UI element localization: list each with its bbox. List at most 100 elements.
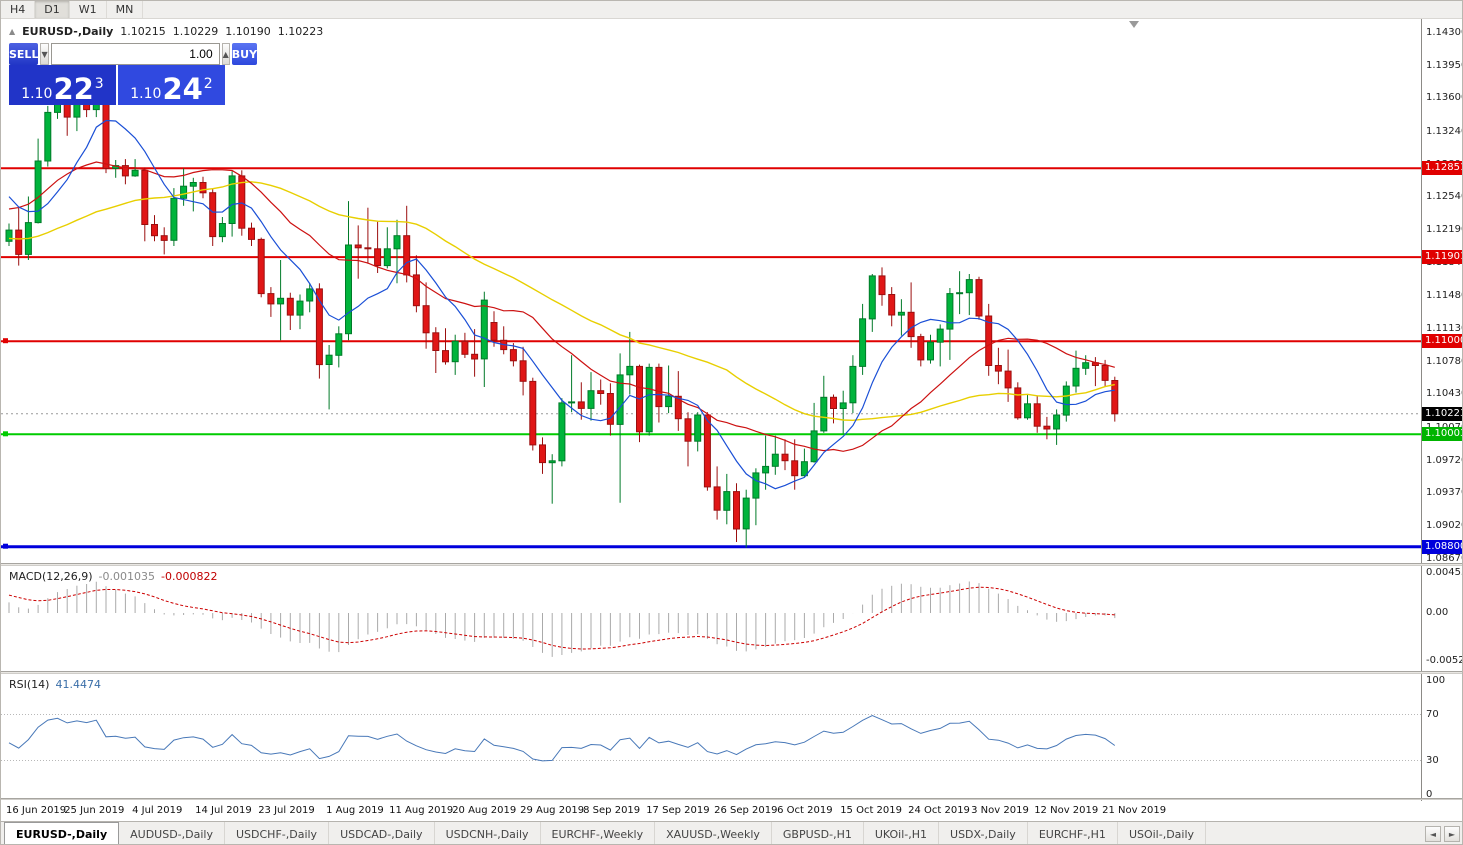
date-label: 12 Nov 2019 [1034,805,1099,816]
price-badge: 1.10003 [1422,427,1462,442]
ohlc-open: 1.10215 [120,25,166,38]
macd-indicator-canvas[interactable] [1,566,1421,671]
price-tick: 1.10430 [1426,388,1462,400]
chart-tab[interactable]: USDCNH-,Daily [435,822,541,844]
buy-price-point: 2 [203,76,213,92]
rsi-panel-splitter[interactable] [1,671,1462,674]
rsi-indicator-canvas[interactable] [1,674,1421,799]
macd-axis-label: 0.004536 [1426,567,1462,578]
sell-price-point: 3 [94,76,104,92]
date-label: 8 Sep 2019 [583,805,641,816]
timeframe-button-d1[interactable]: D1 [35,1,70,18]
chart-shift-marker-icon[interactable] [1129,21,1139,28]
sell-price-button[interactable]: 1.10 22 3 [9,65,116,105]
price-tick: 1.09020 [1426,520,1462,532]
date-label: 25 Jun 2019 [64,805,125,816]
rsi-name: RSI(14) [9,678,50,691]
macd-name: MACD(12,26,9) [9,570,93,583]
date-label: 15 Oct 2019 [840,805,903,816]
macd-panel-splitter[interactable] [1,563,1462,566]
ohlc-low: 1.10190 [225,25,271,38]
date-label: 6 Oct 2019 [777,805,833,816]
timeframe-button-mn[interactable]: MN [107,1,144,18]
rsi-value: 41.4474 [55,678,101,691]
price-tick: 1.11480 [1426,290,1462,302]
chart-tab[interactable]: USDCHF-,Daily [225,822,330,844]
collapse-trade-panel-icon[interactable]: ▲ [9,27,16,36]
timeframe-buttons: H4 D1 W1 MN [1,1,144,18]
date-label: 4 Jul 2019 [132,805,183,816]
price-tick: 1.08670 [1426,552,1462,564]
date-label: 29 Aug 2019 [520,805,585,816]
price-badge: 1.11000 [1422,334,1462,349]
date-axis[interactable]: 16 Jun 2019 25 Jun 2019 4 Jul 2019 14 Jul 2… [1,801,1462,821]
date-label: 16 Jun 2019 [6,805,67,816]
chart-tabs: EURUSD-,Daily AUDUSD-,Daily USDCHF-,Daily U… [4,822,1207,844]
price-tick: 1.13240 [1426,126,1462,137]
price-tick: 1.13950 [1426,59,1462,71]
price-tick: 1.09370 [1426,487,1462,499]
date-label: 14 Jul 2019 [195,805,252,816]
date-label: 20 Aug 2019 [452,805,517,816]
price-badge: 1.12851 [1422,161,1462,176]
price-tick: 1.12540 [1426,191,1462,203]
ohlc-close: 1.10223 [277,25,324,38]
price-tick: 1.12190 [1426,224,1462,236]
price-axis-border [1421,19,1422,801]
chart-header: ▲ EURUSD-,Daily 1.10215 1.10229 1.10190 … [9,25,323,38]
price-badge: 1.08800 [1422,539,1462,554]
sell-price-pips: 22 [53,72,94,107]
chart-tab-bar: EURUSD-,Daily AUDUSD-,Daily USDCHF-,Daily U… [1,821,1462,844]
chart-tab[interactable]: AUDUSD-,Daily [119,822,225,844]
macd-axis-label: -0.005205 [1426,654,1462,666]
date-label: 21 Nov 2019 [1102,805,1167,816]
chart-tab[interactable]: EURCHF-,Weekly [541,822,656,844]
tab-scroll-left-icon[interactable]: ◄ [1425,826,1441,842]
price-tick: 1.13600 [1426,92,1462,104]
date-label: 23 Jul 2019 [258,805,315,816]
price-badge: 1.10223 [1422,406,1462,421]
chart-tab[interactable]: GBPUSD-,H1 [772,822,864,844]
price-tick: 1.09720 [1426,454,1462,466]
date-label: 11 Aug 2019 [389,805,454,816]
ohlc-high: 1.10229 [172,25,219,38]
chart-tab[interactable]: XAUUSD-,Weekly [655,822,772,844]
chart-tab[interactable]: EURCHF-,H1 [1028,822,1118,844]
date-axis-splitter[interactable] [1,798,1462,800]
timeframe-button-w1[interactable]: W1 [70,1,107,18]
macd-value-main: -0.001035 [98,570,156,583]
macd-label: MACD(12,26,9) -0.001035 -0.000822 [9,570,217,583]
date-label: 26 Sep 2019 [714,805,778,816]
rsi-axis-label: 30 [1426,754,1439,766]
volume-decrease-icon[interactable]: ▼ [40,43,49,65]
chart-tab[interactable]: USOil-,Daily [1118,822,1207,844]
buy-price-prefix: 1.10 [130,85,162,102]
chart-title: EURUSD-,Daily [22,25,114,38]
chart-tab[interactable]: EURUSD-,Daily [4,822,120,844]
sell-button[interactable]: SELL [9,43,39,65]
chart-tab[interactable]: USDCAD-,Daily [329,822,435,844]
rsi-axis-label: 100 [1426,675,1446,686]
rsi-axis-label: 70 [1426,708,1439,720]
date-label: 3 Nov 2019 [971,805,1029,816]
buy-button[interactable]: BUY [231,43,258,65]
timeframe-button-h4[interactable]: H4 [1,1,36,18]
chart-tab[interactable]: USDX-,Daily [939,822,1028,844]
sell-price-prefix: 1.10 [21,85,53,102]
volume-input[interactable] [50,43,220,65]
macd-axis-label: 0.00 [1426,607,1449,618]
price-chart-canvas[interactable] [1,19,1421,563]
one-click-trade-panel: SELL ▼ ▲ BUY 1.10 22 3 1.10 24 2 [9,43,258,105]
price-tick: 1.11130 [1426,323,1462,335]
rsi-label: RSI(14) 41.4474 [9,678,101,691]
tab-scroll-right-icon[interactable]: ► [1444,826,1460,842]
rsi-axis-label: 0 [1426,789,1433,800]
date-label: 1 Aug 2019 [326,805,384,816]
macd-value-signal: -0.000822 [161,570,218,583]
date-label: 24 Oct 2019 [908,805,970,816]
chart-tab[interactable]: UKOil-,H1 [864,822,940,844]
price-tick: 1.14300 [1426,27,1462,38]
volume-increase-icon[interactable]: ▲ [221,43,230,65]
buy-price-button[interactable]: 1.10 24 2 [118,65,225,105]
